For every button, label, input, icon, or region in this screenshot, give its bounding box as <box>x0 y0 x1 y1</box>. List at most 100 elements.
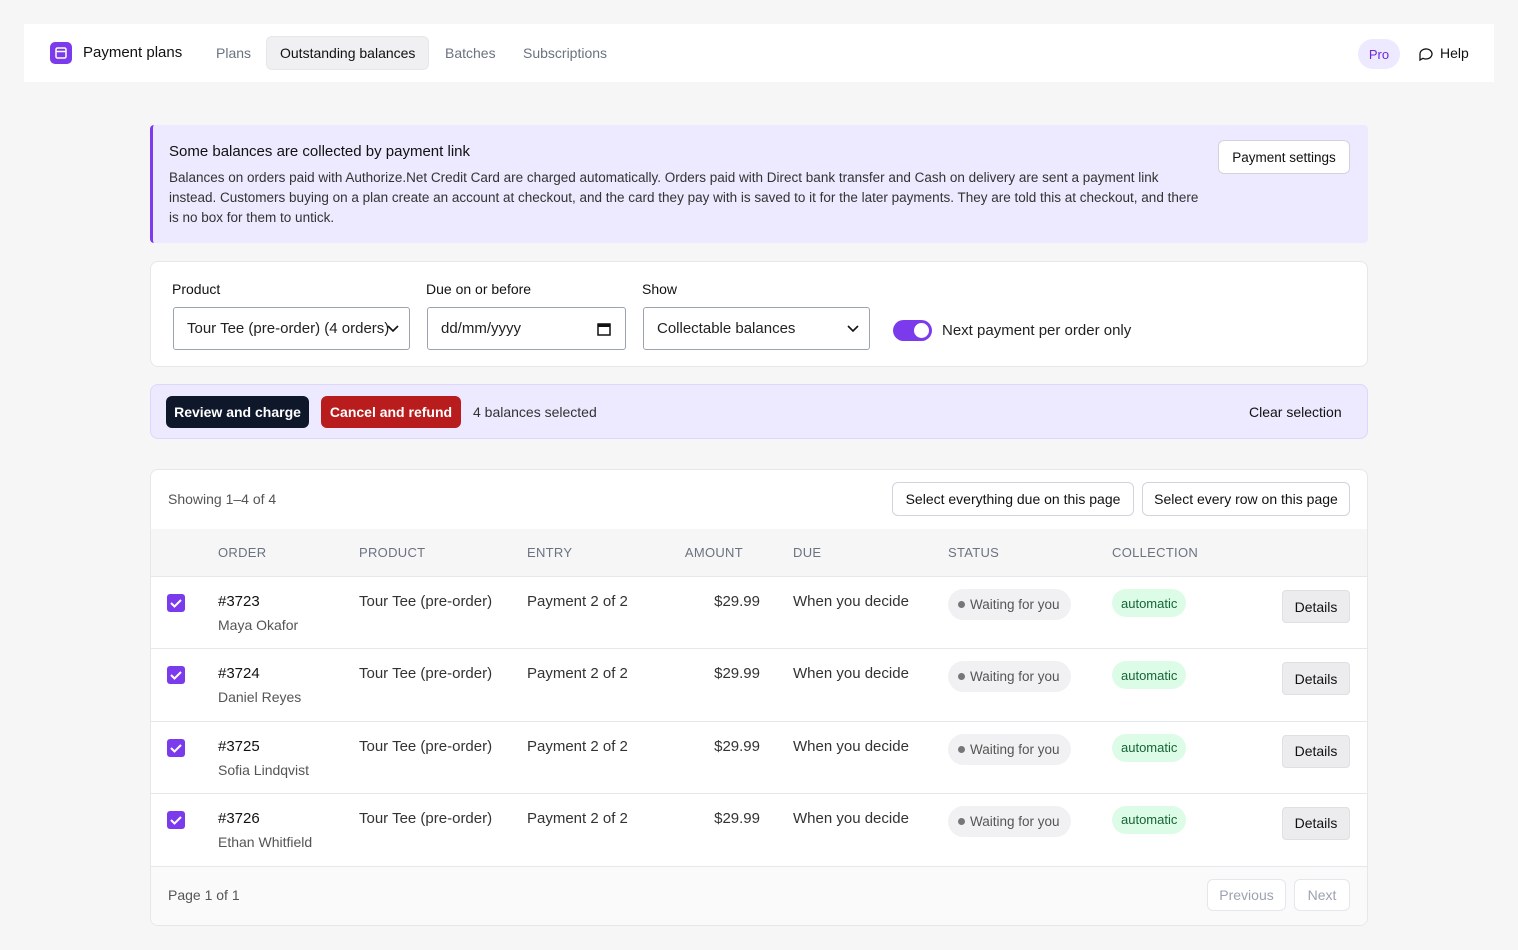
product-select[interactable]: Tour Tee (pre-order) (4 orders) <box>173 307 410 350</box>
column-header: ENTRY <box>527 545 573 560</box>
collection-badge: automatic <box>1112 589 1187 617</box>
check-icon <box>170 816 182 825</box>
select-value: Tour Tee (pre-order) (4 orders) <box>187 320 390 337</box>
column-header: COLLECTION <box>1112 545 1199 560</box>
details-button[interactable]: Details <box>1282 734 1350 768</box>
entry: Payment 2 of 2 <box>527 737 628 755</box>
toggle[interactable] <box>893 320 932 341</box>
amount: $29.99 <box>714 665 760 683</box>
due: When you decide <box>793 593 909 610</box>
entry: Payment 2 of 2 <box>527 665 628 683</box>
collection-badge: automatic <box>1112 661 1187 690</box>
collection-badge: automatic <box>1112 733 1187 762</box>
column-header: DUE <box>793 545 822 560</box>
pro-badge: Pro <box>1358 39 1400 69</box>
row-divider <box>151 648 1367 650</box>
cancel-button[interactable]: Cancel and refund <box>321 396 461 428</box>
customer-name: Ethan Whitfield <box>218 833 313 850</box>
check-icon <box>170 599 182 608</box>
due: When you decide <box>793 737 909 755</box>
status-badge: Waiting for you <box>948 733 1071 765</box>
calendar-icon <box>597 323 611 336</box>
amount: $29.99 <box>714 593 760 610</box>
product: Tour Tee (pre-order) <box>359 809 493 827</box>
select-due-button[interactable]: Select everything due on this page <box>892 482 1134 516</box>
date-input[interactable]: dd/mm/yyyy <box>427 307 626 350</box>
customer-name: Maya Okafor <box>218 617 299 633</box>
select-value: Collectable balances <box>657 320 796 337</box>
notice <box>150 125 1368 243</box>
calendar-icon <box>55 47 67 59</box>
toggle-knob <box>914 323 929 338</box>
checkbox[interactable] <box>167 810 185 829</box>
tab[interactable]: Subscriptions <box>523 45 608 61</box>
details-button[interactable]: Details <box>1282 590 1350 623</box>
status-badge: Waiting for you <box>948 661 1071 693</box>
table-header <box>151 529 1367 577</box>
details-button[interactable]: Details <box>1282 806 1350 840</box>
product: Tour Tee (pre-order) <box>359 737 493 755</box>
amount: $29.99 <box>714 737 760 755</box>
order-number: #3724 <box>218 665 260 683</box>
row-divider <box>151 720 1367 722</box>
filter-label: Show <box>642 281 678 297</box>
filter-label: Product <box>172 281 221 297</box>
order-number: #3725 <box>218 737 260 755</box>
column-header: STATUS <box>948 545 1000 560</box>
order-number: #3726 <box>218 809 260 827</box>
checkbox[interactable] <box>167 666 185 685</box>
entry: Payment 2 of 2 <box>527 593 628 610</box>
filter-label: Due on or before <box>426 281 532 297</box>
product: Tour Tee (pre-order) <box>359 665 493 683</box>
page-info: Page 1 of 1 <box>168 887 240 903</box>
tab[interactable]: Plans <box>216 45 252 61</box>
status-badge: Waiting for you <box>948 589 1071 620</box>
status-badge: Waiting for you <box>948 805 1071 837</box>
show-select[interactable]: Collectable balances <box>643 307 870 350</box>
row-divider <box>151 792 1367 794</box>
table-card <box>150 469 1368 926</box>
notice-title: Some balances are collected by payment l… <box>169 143 470 160</box>
tab-active[interactable]: Outstanding balances <box>266 36 430 70</box>
chevron <box>847 325 859 333</box>
date-placeholder: dd/mm/yyyy <box>441 320 522 337</box>
next-button[interactable]: Next <box>1294 879 1350 911</box>
tab[interactable]: Batches <box>445 45 496 61</box>
help-link[interactable]: Help <box>1440 45 1469 61</box>
checkbox[interactable] <box>167 738 185 757</box>
payment-settings-button[interactable]: Payment settings <box>1218 140 1350 174</box>
select-all-button[interactable]: Select every row on this page <box>1142 482 1350 516</box>
due: When you decide <box>793 665 909 683</box>
showing-count: Showing 1–4 of 4 <box>168 491 277 507</box>
details-button[interactable]: Details <box>1282 662 1350 696</box>
status-dot <box>958 745 965 753</box>
status-dot <box>958 673 965 681</box>
checkbox[interactable] <box>167 594 185 612</box>
toggle-label: Next payment per order only <box>942 322 1132 339</box>
check-icon <box>170 743 182 753</box>
notice-body: Balances on orders paid with Authorize.N… <box>169 170 1199 225</box>
help-icon[interactable] <box>1418 46 1434 62</box>
column-header: AMOUNT <box>684 545 743 560</box>
table-footer <box>151 866 1367 925</box>
check-icon <box>170 671 182 681</box>
order-number: #3723 <box>218 593 260 610</box>
review-button[interactable]: Review and charge <box>166 396 309 428</box>
clear-selection[interactable]: Clear selection <box>1249 404 1342 420</box>
customer-name: Sofia Lindqvist <box>218 761 310 778</box>
column-header: ORDER <box>218 545 267 560</box>
product: Tour Tee (pre-order) <box>359 593 493 610</box>
column-header: PRODUCT <box>359 545 426 560</box>
status-dot <box>958 601 965 608</box>
chevron <box>387 325 399 333</box>
entry: Payment 2 of 2 <box>527 809 628 827</box>
customer-name: Daniel Reyes <box>218 689 302 706</box>
app-title: Payment plans <box>83 44 183 61</box>
amount: $29.99 <box>714 809 760 827</box>
collection-badge: automatic <box>1112 805 1187 834</box>
app-icon <box>50 42 72 64</box>
selected-count: 4 balances selected <box>473 404 597 420</box>
previous-button[interactable]: Previous <box>1207 879 1286 911</box>
